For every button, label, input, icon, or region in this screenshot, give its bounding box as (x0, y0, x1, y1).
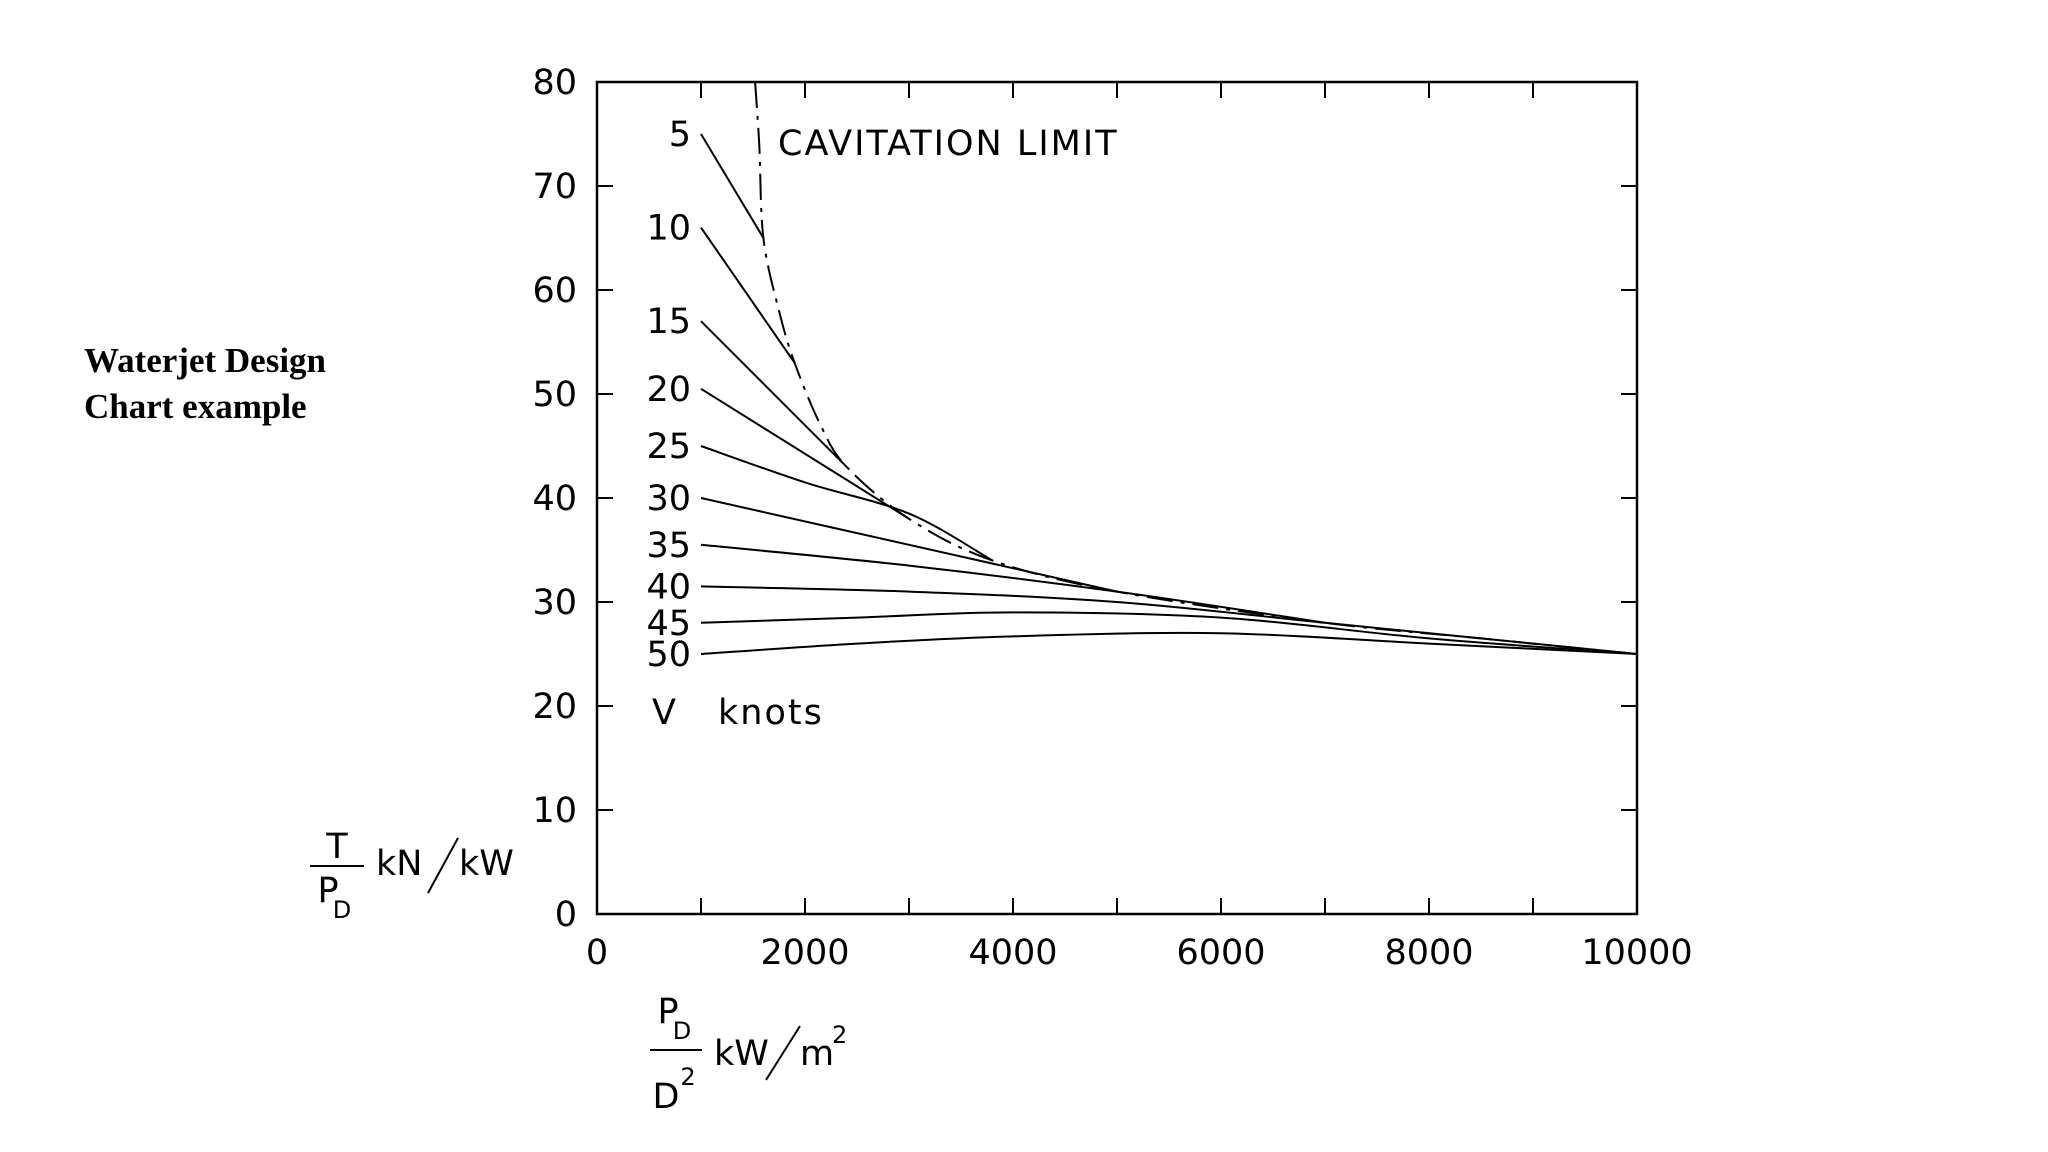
cavitation-limit-line (754, 81, 1638, 655)
axis-tick-labels: 0 2000 4000 6000 8000 10000 0 10 20 30 40 50 60 70 80 (532, 63, 1692, 973)
slide-title: Waterjet Design Chart example (84, 338, 326, 430)
x-label-unit-superscript: 2 (832, 1021, 847, 1049)
speed-label-45: 45 (646, 604, 691, 644)
speed-label-25: 25 (646, 427, 691, 467)
y-tick-label: 50 (532, 375, 577, 415)
speed-unit-label: knots (718, 693, 824, 733)
speed-curve-30 (700, 497, 1118, 593)
speed-curve-5 (700, 133, 765, 239)
axis-ticks (597, 82, 1637, 914)
slide-title-line-2: Chart example (84, 387, 307, 426)
y-label-unit: kN (376, 844, 422, 884)
speed-label-40: 40 (646, 567, 691, 607)
x-tick-label: 0 (586, 933, 608, 973)
speed-curve-35 (700, 543, 1326, 624)
x-tick-label: 2000 (760, 933, 849, 973)
x-label-unit-denominator: m (800, 1034, 834, 1074)
y-axis-label: T P D kN kW (310, 827, 514, 924)
x-label-denominator-superscript: 2 (680, 1063, 695, 1091)
x-label-unit-slash (765, 1025, 801, 1081)
speed-label-50: 50 (646, 635, 691, 675)
y-label-numerator: T (325, 827, 348, 867)
y-label-denominator: P (317, 871, 338, 911)
x-tick-label: 8000 (1384, 933, 1473, 973)
y-label-denominator-subscript: D (333, 896, 351, 924)
x-tick-label: 10000 (1581, 933, 1692, 973)
speed-curve-15 (700, 320, 848, 468)
y-tick-label: 20 (532, 687, 577, 727)
y-label-unit-slash (427, 837, 459, 894)
speed-symbol-label: V (652, 693, 678, 733)
speed-label-5: 5 (669, 115, 691, 155)
y-tick-label: 40 (532, 479, 577, 519)
speed-curve-50 (700, 631, 1638, 655)
y-tick-label: 70 (532, 167, 577, 207)
speed-curve-45 (700, 611, 1638, 655)
speed-label-10: 10 (646, 209, 691, 249)
speed-label-35: 35 (646, 526, 691, 566)
cavitation-limit-label: CAVITATION LIMIT (778, 124, 1119, 164)
speed-curves (700, 133, 1638, 655)
x-label-numerator: P (657, 992, 678, 1032)
slide-title-line-1: Waterjet Design (84, 341, 327, 380)
x-tick-label: 4000 (968, 933, 1057, 973)
y-label-unit-denominator: kW (459, 844, 514, 884)
speed-label-15: 15 (646, 302, 691, 342)
x-label-denominator: D (653, 1077, 680, 1117)
speed-label-30: 30 (646, 479, 691, 519)
y-tick-label: 30 (532, 583, 577, 623)
y-tick-label: 60 (532, 271, 577, 311)
x-label-numerator-subscript: D (673, 1017, 691, 1045)
speed-label-20: 20 (646, 370, 691, 410)
speed-curve-20 (700, 387, 910, 520)
y-tick-label: 80 (532, 63, 577, 103)
x-tick-label: 6000 (1176, 933, 1265, 973)
speed-curve-10 (700, 227, 796, 364)
speed-curve-25 (700, 445, 993, 562)
x-label-unit: kW (714, 1034, 769, 1074)
plot-frame (595, 80, 1639, 916)
y-tick-label: 10 (532, 791, 577, 831)
x-axis-label: P D D 2 kW m 2 (650, 992, 847, 1117)
y-tick-label: 0 (555, 895, 577, 935)
